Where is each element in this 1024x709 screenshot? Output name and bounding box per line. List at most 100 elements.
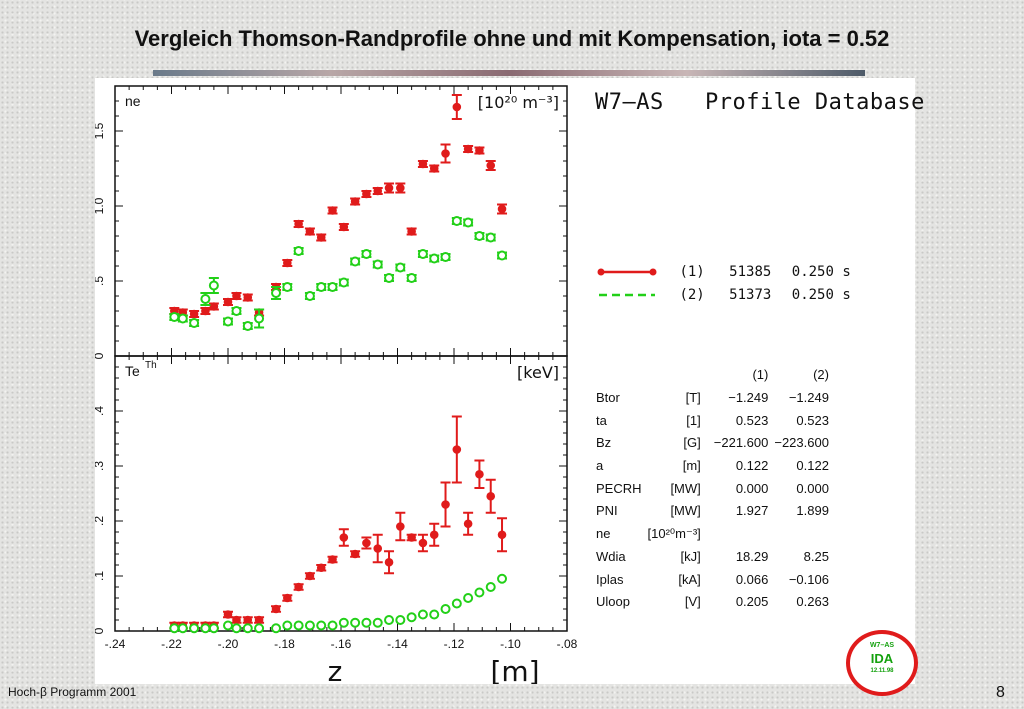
data-point-series-1: [339, 533, 349, 542]
param-row: Btor [T] −1.249 −1.249: [593, 387, 832, 410]
data-point-series-1: [441, 149, 450, 158]
data-point-series-2: [429, 253, 440, 264]
data-point-series-1: [209, 302, 219, 311]
param-value-1: 0.000: [735, 480, 769, 496]
param-value-2: 1.899: [796, 503, 829, 519]
data-point-series-1: [373, 186, 383, 196]
data-point-series-2: [169, 312, 180, 322]
param-row: Iplas [kA] 0.066 −0.106: [593, 568, 832, 591]
legend-entry-1: (1) 51385 0.250 s: [597, 264, 851, 280]
data-point-series-2: [254, 313, 265, 324]
param-value-1: 0.205: [735, 594, 769, 610]
data-point-series-2: [242, 623, 253, 634]
data-point-series-2: [417, 609, 428, 620]
param-name: Bz: [596, 435, 612, 451]
param-value-2: [771, 523, 832, 546]
data-point-series-2: [338, 617, 349, 628]
data-point-series-2: [271, 623, 282, 634]
data-point-series-1: [243, 615, 253, 625]
data-point-series-1: [429, 530, 439, 540]
data-point-series-1: [497, 530, 507, 540]
data-point-series-1: [384, 183, 394, 193]
slide-title: Vergleich Thomson-Randprofile ohne und m…: [134, 26, 890, 51]
x-tick-label: -.14: [387, 637, 408, 651]
data-point-series-2: [372, 617, 383, 628]
panel-label-sup: Th: [145, 360, 157, 371]
data-point-series-2: [200, 294, 211, 304]
data-point-series-1: [396, 183, 405, 193]
data-point-series-2: [361, 617, 372, 628]
param-unit: [m]: [682, 458, 701, 474]
data-point-series-1: [305, 227, 315, 236]
data-point-series-1: [223, 297, 233, 307]
data-point-series-1: [223, 610, 233, 619]
data-point-series-1: [271, 604, 281, 614]
param-unit: [MW]: [670, 480, 701, 496]
page-number: 8: [996, 684, 1005, 701]
param-unit: [10²⁰m⁻³]: [647, 526, 701, 542]
title-divider: [153, 70, 865, 76]
legend-shot: 51373: [729, 287, 772, 303]
x-tick-label: -.22: [161, 637, 182, 651]
data-point-series-1: [294, 219, 303, 229]
param-row: PNI [MW] 1.927 1.899: [593, 500, 832, 523]
param-unit: [T]: [685, 390, 701, 406]
data-point-series-2: [395, 615, 406, 625]
data-point-series-2: [384, 615, 395, 625]
param-value-1: 0.122: [735, 458, 769, 474]
param-name: Uloop: [596, 594, 630, 610]
x-axis-unit: [m]: [490, 655, 539, 684]
param-value-2: 0.523: [796, 412, 829, 428]
panel-unit-label: [keV]: [517, 363, 559, 382]
data-point-series-1: [201, 306, 210, 316]
param-row: Uloop [V] 0.205 0.263: [593, 591, 832, 614]
parameter-table: (1) (2) Btor [T] −1.249 −1.249 ta [1] 0.…: [593, 364, 832, 614]
param-value-2: 0.000: [796, 480, 829, 496]
figure-panel: 0 .5 1.0 1.5 ne [10²⁰ m⁻³] 0 .1 .2 .3 .4 -.24 -.22 -.…: [95, 78, 924, 684]
data-point-series-2: [231, 623, 242, 634]
chart-panel-1: 0 .5 1.0 1.5 ne [10²⁰ m⁻³]: [95, 85, 568, 359]
x-tick-label: -.20: [218, 637, 239, 651]
data-point-series-2: [223, 620, 233, 631]
param-value-2: −1.249: [788, 390, 829, 406]
x-axis-label: z: [328, 655, 343, 684]
data-point-series-1: [339, 222, 349, 232]
data-point-series-2: [451, 598, 462, 609]
param-unit: [MW]: [670, 503, 701, 519]
data-point-series-2: [485, 582, 496, 592]
param-unit: [kA]: [678, 571, 701, 587]
param-unit: [kJ]: [680, 548, 701, 564]
param-value-2: 8.25: [803, 548, 829, 564]
param-value-1: −1.249: [728, 390, 769, 406]
data-point-series-2: [254, 623, 265, 634]
x-tick-label: -.12: [444, 637, 465, 651]
data-point-series-2: [169, 623, 180, 634]
x-tick-label: -.24: [105, 637, 126, 651]
param-value-1: [711, 523, 772, 546]
chart-panel-2: 0 .1 .2 .3 .4 -.24 -.22 -.20 -.18 -.16 -.14 -.12 -.1…: [95, 355, 578, 684]
param-header-2: (2): [813, 367, 829, 383]
data-point-series-2: [350, 617, 361, 628]
data-point-series-2: [304, 620, 315, 631]
param-value-2: −0.106: [788, 571, 829, 587]
legend-id: (1): [679, 264, 705, 280]
param-value-2: −223.600: [774, 435, 829, 451]
database-title: W7–AS Profile Database: [595, 90, 925, 115]
data-point-series-1: [418, 538, 428, 548]
param-value-1: 0.066: [735, 571, 769, 587]
data-point-series-1: [396, 522, 405, 531]
legend-entry-2: (2) 51373 0.250 s: [597, 287, 851, 303]
data-point-series-2: [271, 288, 282, 298]
data-point-series-1: [452, 102, 462, 112]
data-point-series-1: [283, 258, 292, 268]
param-name: a: [596, 458, 604, 474]
data-point-series-1: [452, 445, 462, 454]
data-point-series-2: [361, 249, 372, 259]
stamp-line-1: W7–AS: [869, 642, 895, 649]
data-point-series-1: [362, 189, 371, 199]
data-point-series-1: [429, 164, 439, 173]
data-point-series-1: [373, 544, 383, 553]
data-point-series-1: [463, 144, 473, 154]
data-point-series-1: [350, 197, 360, 206]
x-tick-label: -.08: [557, 637, 578, 651]
